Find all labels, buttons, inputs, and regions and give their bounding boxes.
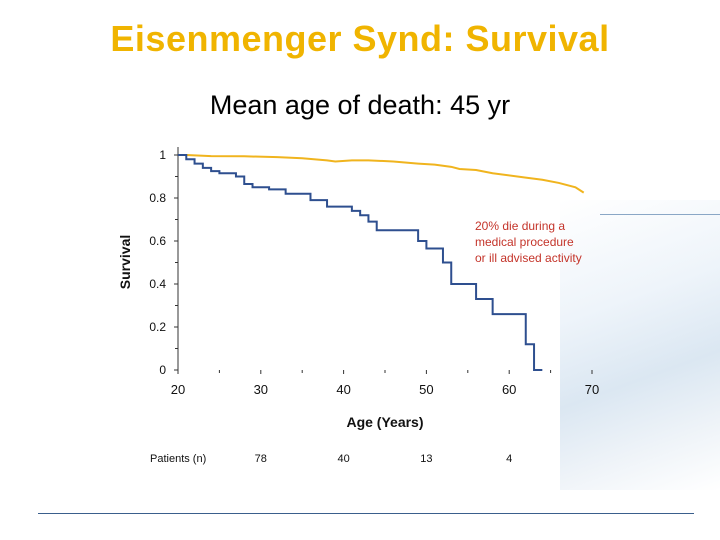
slide-title: Eisenmenger Synd: Survival — [110, 18, 610, 59]
x-tick-label: 40 — [336, 382, 350, 397]
x-tick-label: 60 — [502, 382, 516, 397]
patients-count: 40 — [337, 453, 349, 465]
x-tick-label: 30 — [254, 382, 268, 397]
x-tick-label: 20 — [171, 382, 185, 397]
reference-survival-line — [186, 154, 585, 194]
y-tick-label: 1 — [159, 148, 166, 162]
annotation-text: 20% die during a — [475, 219, 565, 233]
y-tick-label: 0.2 — [149, 320, 166, 334]
x-tick-label: 50 — [419, 382, 433, 397]
slide-subtitle: Mean age of death: 45 yr — [209, 90, 511, 120]
eisenmenger-survival-line — [178, 154, 543, 371]
x-tick-label: 70 — [585, 382, 599, 397]
y-tick-label: 0.6 — [149, 234, 166, 248]
chart-axes — [174, 147, 593, 374]
patients-count: 13 — [420, 453, 432, 465]
chart-series — [178, 154, 585, 371]
annotation-text: medical procedure — [475, 235, 574, 249]
y-tick-label: 0.8 — [149, 191, 166, 205]
y-tick-label: 0.4 — [149, 277, 166, 291]
patients-count: 78 — [255, 453, 267, 465]
patients-label: Patients (n) — [150, 453, 206, 465]
chart-labels: 0 0.2 0.4 0.6 0.8 1 20 30 40 50 60 70 Age (Years) Sur… — [117, 148, 599, 465]
decorative-rule — [600, 214, 720, 215]
bottom-rule — [38, 513, 694, 514]
patients-count: 4 — [506, 453, 512, 465]
background-decoration — [560, 200, 720, 490]
annotation-text: or ill advised activity — [475, 251, 582, 265]
x-axis-label: Age (Years) — [346, 414, 423, 430]
y-tick-label: 0 — [159, 363, 166, 377]
y-axis-label: Survival — [117, 235, 133, 289]
